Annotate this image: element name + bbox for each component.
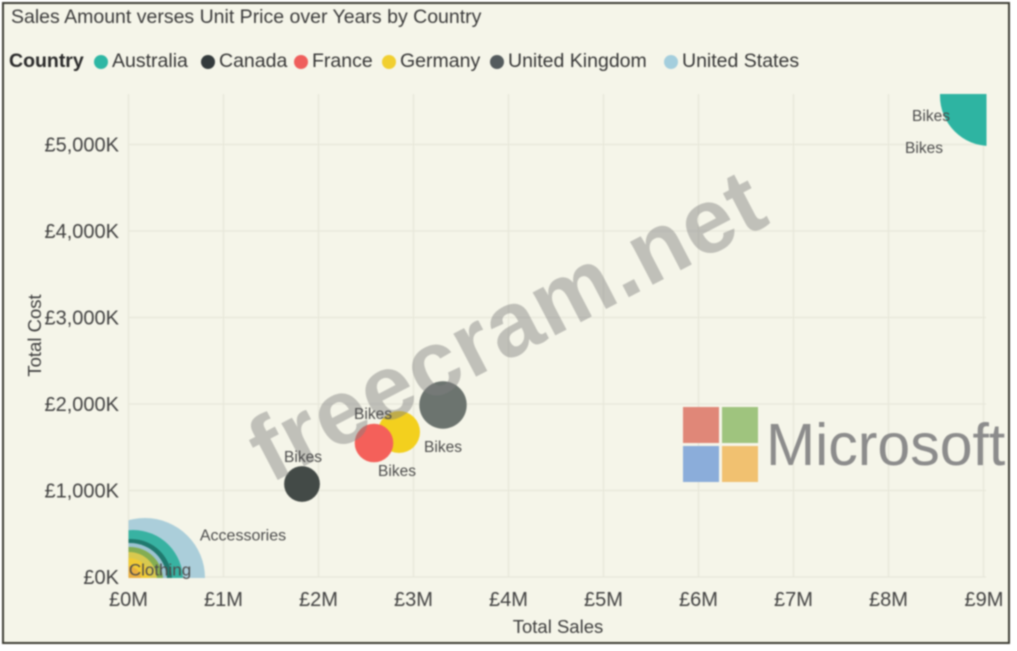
- svg-text:Total Cost: Total Cost: [24, 294, 45, 376]
- svg-text:£5M: £5M: [584, 589, 623, 611]
- svg-text:£1M: £1M: [204, 589, 243, 611]
- svg-text:£5,000K: £5,000K: [44, 135, 119, 157]
- svg-text:Bikes: Bikes: [378, 463, 416, 480]
- svg-text:£3M: £3M: [394, 589, 433, 611]
- svg-text:£0K: £0K: [83, 567, 119, 589]
- svg-text:£8M: £8M: [869, 589, 908, 611]
- svg-text:£6M: £6M: [679, 589, 718, 611]
- svg-text:Clothing: Clothing: [129, 561, 191, 580]
- svg-text:£0M: £0M: [109, 589, 148, 611]
- svg-text:£2M: £2M: [299, 589, 338, 611]
- svg-text:Bikes: Bikes: [284, 449, 322, 466]
- svg-text:£2,000K: £2,000K: [44, 394, 119, 416]
- svg-text:Total Sales: Total Sales: [513, 616, 604, 637]
- svg-text:£4,000K: £4,000K: [44, 221, 119, 243]
- svg-text:£9M: £9M: [965, 589, 1004, 611]
- svg-text:Bikes: Bikes: [905, 140, 943, 157]
- svg-text:£1,000K: £1,000K: [44, 481, 119, 503]
- svg-text:£7M: £7M: [774, 589, 813, 611]
- svg-text:£3,000K: £3,000K: [44, 308, 119, 330]
- svg-text:Accessories: Accessories: [200, 528, 286, 545]
- svg-text:Bikes: Bikes: [424, 439, 462, 456]
- svg-text:£4M: £4M: [489, 589, 528, 611]
- svg-text:Bikes: Bikes: [354, 406, 392, 423]
- svg-text:Bikes: Bikes: [912, 108, 950, 125]
